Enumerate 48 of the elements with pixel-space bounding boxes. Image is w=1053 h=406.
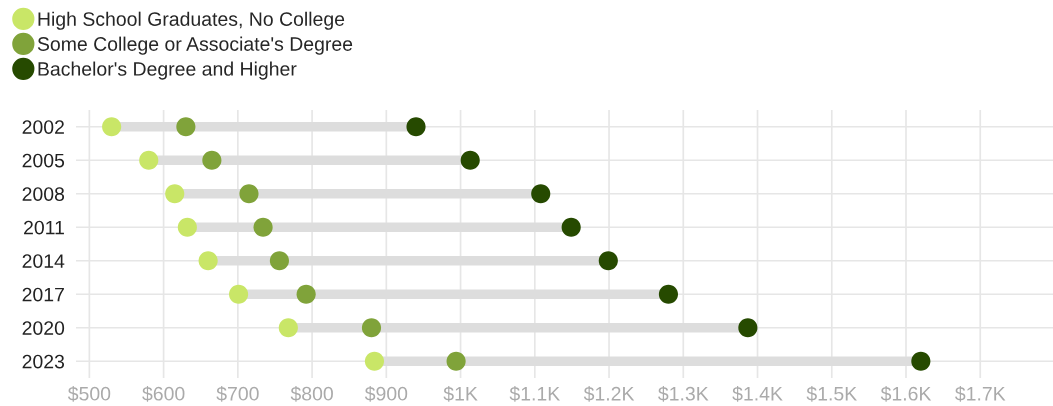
x-tick-label: $1.3K [658,386,709,402]
point [406,117,426,137]
point [364,351,385,371]
point [176,117,196,137]
y-tick-label: 2008 [22,187,65,201]
y-tick-label: 2020 [22,321,65,335]
point [296,284,316,304]
y-tick-label: 2011 [24,220,64,235]
x-tick-label: $1.2K [583,386,635,402]
point [911,351,931,371]
point [561,217,581,237]
point [229,284,249,304]
x-tick-label: $1.5K [806,386,857,402]
point [361,318,382,338]
y-tick-label: 2023 [22,354,65,369]
point [460,150,480,170]
point [658,284,679,304]
x-tick-label: $1K [443,386,478,402]
point [165,184,185,204]
point [177,217,197,237]
x-tick-label: $1.4K [732,386,783,402]
x-tick-label: $500 [67,386,111,402]
legend-label: Some College or Associate's Degree [37,36,353,55]
y-tick-label: 2002 [22,120,64,134]
point [738,318,758,338]
point [139,150,159,170]
point [531,184,551,204]
y-tick-label: 2014 [22,254,65,268]
point [198,251,218,271]
legend-label: Bachelor's Degree and Higher [38,61,297,80]
x-tick-label: $600 [142,386,185,402]
point [102,117,122,137]
point [253,217,273,237]
point [446,351,466,371]
x-tick-label: $800 [290,386,333,402]
y-tick-label: 2005 [22,153,65,168]
legend-label: High School Graduates, No College [38,11,345,30]
point [598,251,618,271]
y-tick-label: 2017 [22,287,64,302]
x-tick-label: $1.1K [509,386,560,402]
x-tick-label: $700 [216,386,259,402]
x-tick-label: $900 [364,386,408,402]
x-tick-label: $1.7K [955,386,1006,402]
x-tick-label: $1.6K [880,386,932,402]
point [269,251,289,271]
point [239,184,259,204]
point [278,318,298,338]
point [202,150,222,170]
